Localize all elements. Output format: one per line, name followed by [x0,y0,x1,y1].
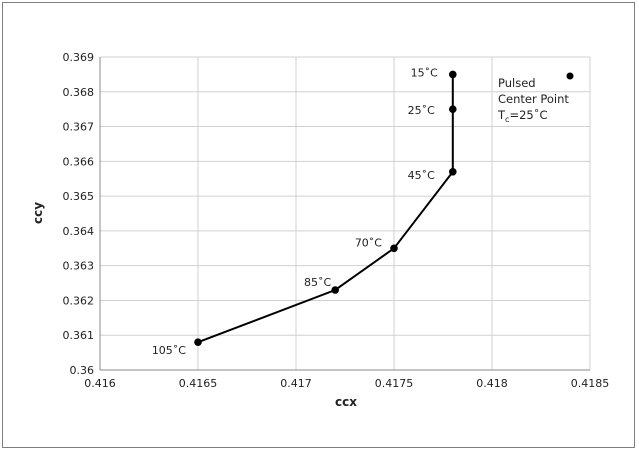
point-label: 15˚C [411,66,438,79]
legend: Pulsed Center Point Tc=25˚C [497,72,574,124]
y-tick-label: 0.362 [63,294,95,307]
legend-line-2: Center Point [498,92,569,106]
data-point [449,167,457,176]
point-label: 25˚C [408,104,435,117]
y-tick-label: 0.36 [70,364,95,377]
y-tick-label: 0.367 [63,121,95,134]
x-axis-label: ccx [335,395,357,409]
data-point [194,338,202,346]
point-label: 45˚C [408,169,435,182]
data-point [390,244,398,253]
x-tick-label: 0.4165 [179,377,218,390]
axes: 0.36 0.361 0.362 0.363 0.364 0.365 0.366 0.367 0… [63,51,610,390]
y-tick-label: 0.365 [63,190,95,203]
data-point [449,105,457,113]
y-tick-label: 0.363 [63,260,95,273]
legend-marker [566,72,574,80]
point-label: 85˚C [304,276,331,289]
x-tick-label: 0.417 [280,377,312,390]
y-axis-label: ccy [31,202,45,224]
series-line [197,74,454,344]
chart-frame [2,2,635,448]
data-point [331,286,340,294]
point-labels: 105˚C 85˚C 70˚C 45˚C 25˚C 15˚C [152,66,438,357]
y-tick-label: 0.369 [63,51,95,64]
x-tick-label: 0.4175 [375,377,414,390]
x-tick-label: 0.416 [84,377,116,390]
y-tick-label: 0.361 [63,329,95,342]
x-tick-label: 0.418 [476,377,508,390]
series [194,70,457,346]
x-tick-label: 0.4185 [571,377,610,390]
y-tick-label: 0.364 [63,225,95,238]
legend-line-1: Pulsed [498,76,536,90]
point-label: 105˚C [152,344,186,357]
y-tick-label: 0.368 [63,86,95,99]
y-tick-label: 0.366 [63,155,95,168]
data-point [449,70,457,79]
legend-line-3: Tc=25˚C [497,107,548,124]
point-label: 70˚C [355,236,382,249]
